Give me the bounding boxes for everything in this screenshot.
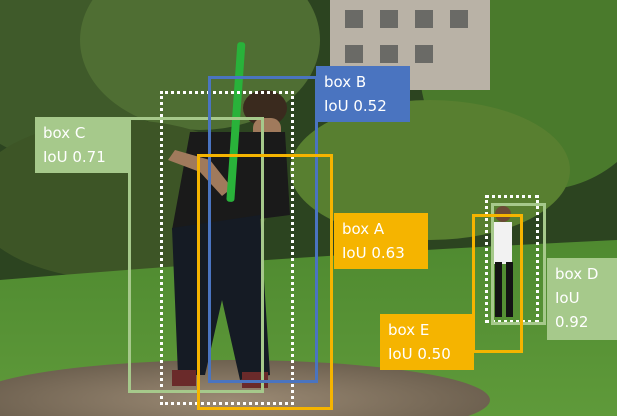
box-e-name: box E (388, 321, 430, 339)
box-c-iou: IoU 0.71 (43, 148, 106, 166)
box-e-iou: IoU 0.50 (388, 345, 451, 363)
box-e-label: box E IoU 0.50 (380, 314, 474, 370)
box-a-name: box A (342, 220, 385, 238)
box-d-name: box D (555, 265, 599, 283)
box-a-label: box A IoU 0.63 (334, 213, 428, 269)
ground-truth-box-fielder (485, 195, 539, 323)
box-c-rect (128, 117, 264, 393)
box-c-name: box C (43, 124, 86, 142)
box-b-name: box B (324, 73, 367, 91)
box-d-iou-label: IoU (555, 289, 580, 307)
box-a-rect (197, 154, 333, 410)
box-d-iou-value: 0.92 (555, 313, 589, 331)
box-b-rect (208, 76, 318, 383)
box-d-rect (491, 203, 546, 325)
ground-truth-box-batter (160, 91, 294, 405)
box-b-label: box B IoU 0.52 (316, 66, 410, 122)
box-d-label: box D IoU 0.92 (547, 258, 617, 340)
box-e-rect (472, 214, 523, 353)
box-b-iou: IoU 0.52 (324, 97, 387, 115)
box-c-label: box C IoU 0.71 (35, 117, 129, 173)
box-a-iou: IoU 0.63 (342, 244, 405, 262)
